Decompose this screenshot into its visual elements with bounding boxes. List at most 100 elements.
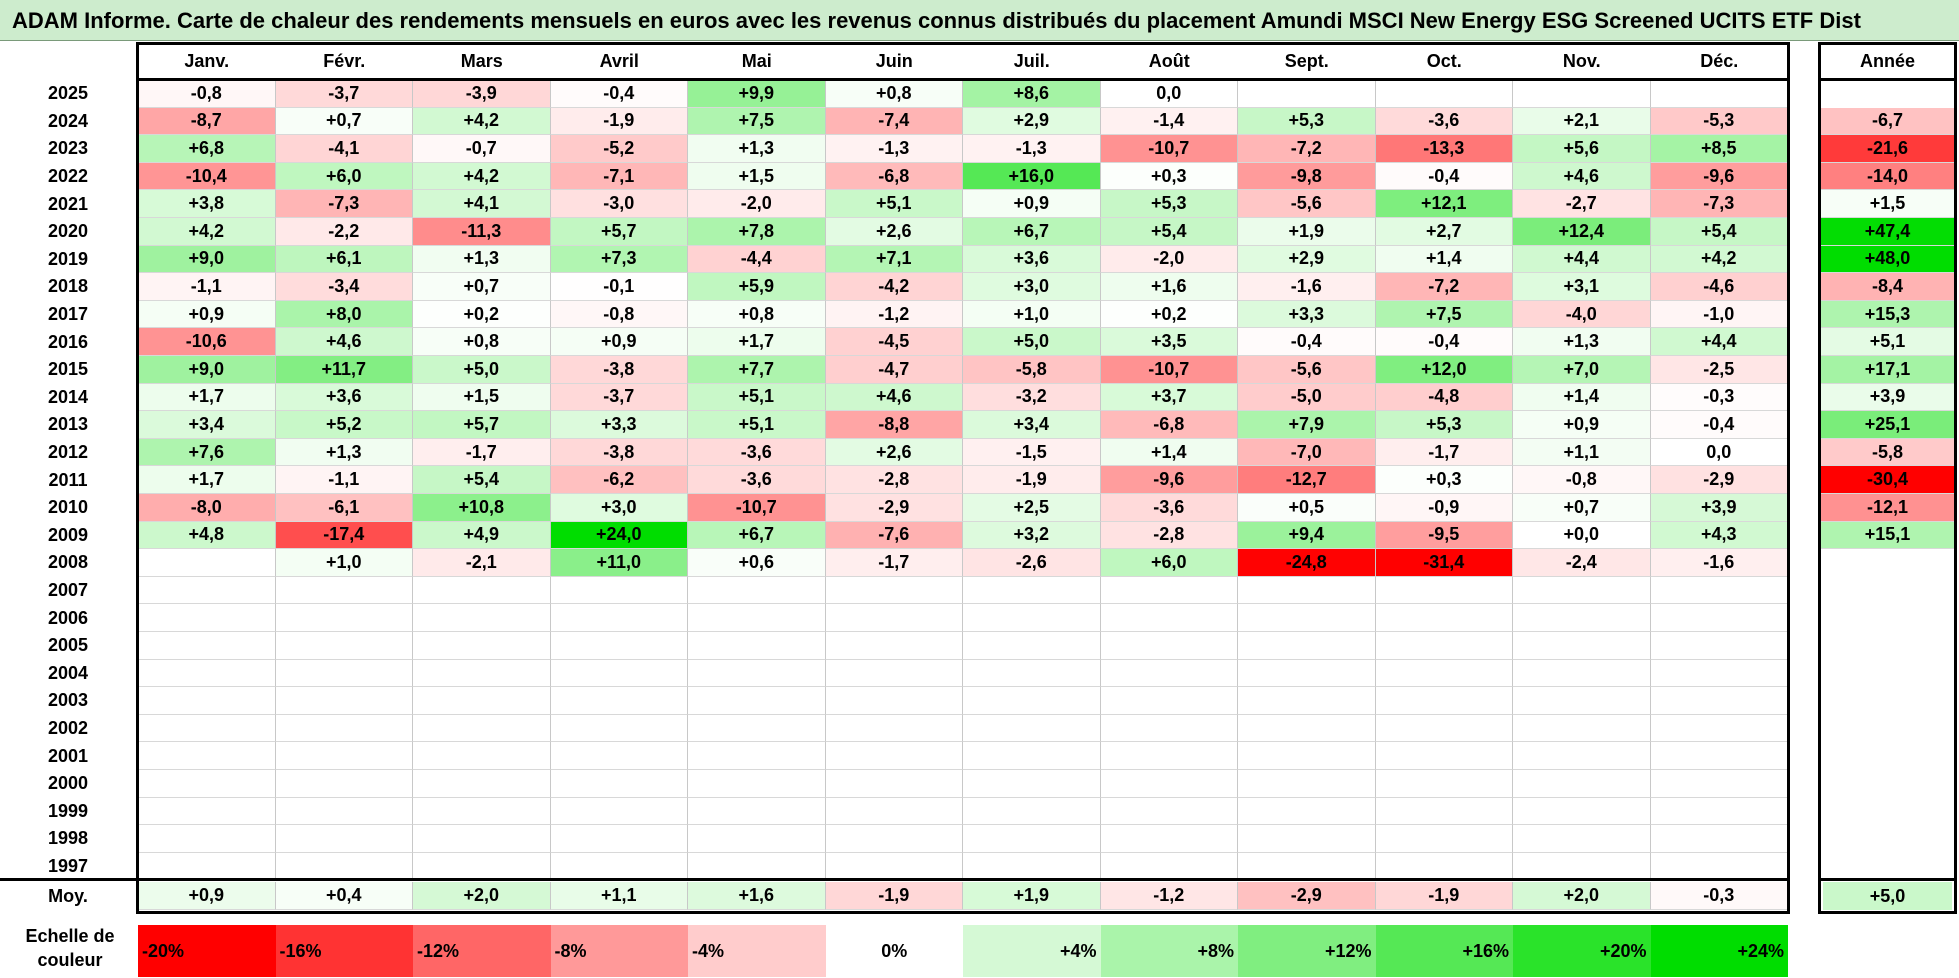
heatmap-cell: [825, 576, 963, 605]
year-label: 2013: [47, 414, 89, 435]
heatmap-cell: [550, 852, 688, 881]
heatmap-cell: +4,1: [413, 190, 551, 218]
heatmap-cell: -1,1: [138, 273, 276, 301]
heatmap-cell: [1238, 797, 1376, 826]
heatmap-cell: +12,4: [1513, 218, 1651, 246]
heatmap-cell: +9,9: [688, 80, 826, 108]
annual-cell: [1820, 825, 1955, 853]
heatmap-cell: [1650, 80, 1788, 108]
heatmap-cell: [1100, 576, 1238, 605]
annual-cell: [1820, 742, 1955, 770]
heatmap-cell: -0,8: [550, 300, 688, 329]
heatmap-cell: -3,0: [550, 190, 688, 218]
heatmap-cell: -2,8: [825, 466, 963, 494]
heatmap-cell: -4,2: [825, 273, 963, 301]
heatmap-cell: [963, 714, 1101, 743]
heatmap-cell: +10,8: [413, 494, 551, 522]
heatmap-cell: +5,2: [275, 411, 413, 439]
heatmap-cell: -4,6: [1650, 273, 1788, 301]
heatmap-cell: +0,7: [1513, 494, 1651, 522]
heatmap-cell: -5,2: [550, 135, 688, 163]
heatmap-cell: [1375, 714, 1513, 743]
heatmap-cell: [825, 604, 963, 632]
year-label: 2015: [47, 359, 89, 380]
heatmap-cell: -9,8: [1238, 162, 1376, 191]
heatmap-cell: +5,0: [413, 356, 551, 384]
heatmap-cell: +8,5: [1650, 135, 1788, 163]
heatmap-cell: -4,8: [1375, 383, 1513, 412]
heatmap-cell: [1238, 80, 1376, 108]
heatmap-cell: -0,8: [1513, 466, 1651, 494]
legend-swatch: +4%: [963, 925, 1101, 977]
heatmap-cell: -7,3: [1650, 190, 1788, 218]
heatmap-cell: +5,3: [1375, 411, 1513, 439]
heatmap-cell: [1238, 852, 1376, 881]
heatmap-cell: [1238, 659, 1376, 688]
heatmap-cell: -0,4: [550, 80, 688, 108]
heatmap-cell: -2,8: [1100, 521, 1238, 550]
year-label: 2016: [47, 331, 89, 352]
year-label: 2018: [47, 276, 89, 297]
heatmap-cell: -11,3: [413, 218, 551, 246]
average-cell: -1,2: [1100, 882, 1238, 910]
heatmap-cell: -10,7: [1100, 135, 1238, 163]
heatmap-cell: -31,4: [1375, 549, 1513, 577]
heatmap-cell: +0,7: [413, 273, 551, 301]
heatmap-cell: [963, 770, 1101, 798]
heatmap-cell: -3,7: [275, 80, 413, 108]
month-header: Janv.: [184, 50, 230, 71]
heatmap-cell: +6,8: [138, 135, 276, 163]
heatmap-cell: [138, 714, 276, 743]
annual-cell: -30,4: [1820, 466, 1955, 494]
heatmap-cell: [138, 770, 276, 798]
heatmap-cell: +0,9: [1513, 411, 1651, 439]
heatmap-cell: [413, 604, 551, 632]
heatmap-cell: [1375, 770, 1513, 798]
heatmap-cell: +7,5: [688, 107, 826, 136]
heatmap-cell: -1,2: [825, 300, 963, 329]
heatmap-cell: -2,0: [1100, 245, 1238, 274]
legend-swatch: +12%: [1238, 925, 1376, 977]
heatmap-cell: -5,8: [963, 356, 1101, 384]
heatmap-cell: +1,0: [963, 300, 1101, 329]
month-header: Juin: [875, 50, 913, 71]
heatmap-cell: +3,0: [963, 273, 1101, 301]
annual-cell: [1820, 852, 1955, 881]
heatmap-cell: [688, 632, 826, 660]
heatmap-cell: +5,3: [1100, 190, 1238, 218]
heatmap-cell: [1238, 576, 1376, 605]
heatmap-cell: -9,6: [1100, 466, 1238, 494]
heatmap-cell: -4,7: [825, 356, 963, 384]
average-label: Moy.: [48, 885, 88, 906]
heatmap-cell: +4,2: [413, 107, 551, 136]
heatmap-cell: +4,6: [275, 328, 413, 356]
heatmap-cell: -2,9: [825, 494, 963, 522]
annual-cell: [1820, 549, 1955, 577]
heatmap-cell: -8,7: [138, 107, 276, 136]
heatmap-cell: [138, 797, 276, 826]
heatmap-cell: [1238, 770, 1376, 798]
heatmap-cell: [275, 632, 413, 660]
annual-average-cell: +5,0: [1823, 882, 1952, 910]
heatmap-cell: -0,4: [1238, 328, 1376, 356]
heatmap-cell: -3,8: [550, 438, 688, 467]
heatmap-cell: -17,4: [275, 521, 413, 550]
heatmap-cell: [413, 632, 551, 660]
year-label: 2000: [47, 773, 89, 794]
heatmap-cell: -7,0: [1238, 438, 1376, 467]
heatmap-cell: -3,2: [963, 383, 1101, 412]
heatmap-cell: -2,5: [1650, 356, 1788, 384]
year-label: 2006: [47, 607, 89, 628]
heatmap-cell: [413, 576, 551, 605]
heatmap-cell: +5,1: [688, 383, 826, 412]
heatmap-cell: [1375, 852, 1513, 881]
heatmap-cell: [963, 604, 1101, 632]
heatmap-cell: [1513, 576, 1651, 605]
year-label: 1998: [47, 828, 89, 849]
heatmap-cell: -1,7: [413, 438, 551, 467]
heatmap-cell: +0,0: [1513, 521, 1651, 550]
heatmap-cell: +0,9: [550, 328, 688, 356]
heatmap-cell: [1100, 852, 1238, 881]
heatmap-cell: [688, 604, 826, 632]
legend-swatch: +24%: [1650, 925, 1788, 977]
